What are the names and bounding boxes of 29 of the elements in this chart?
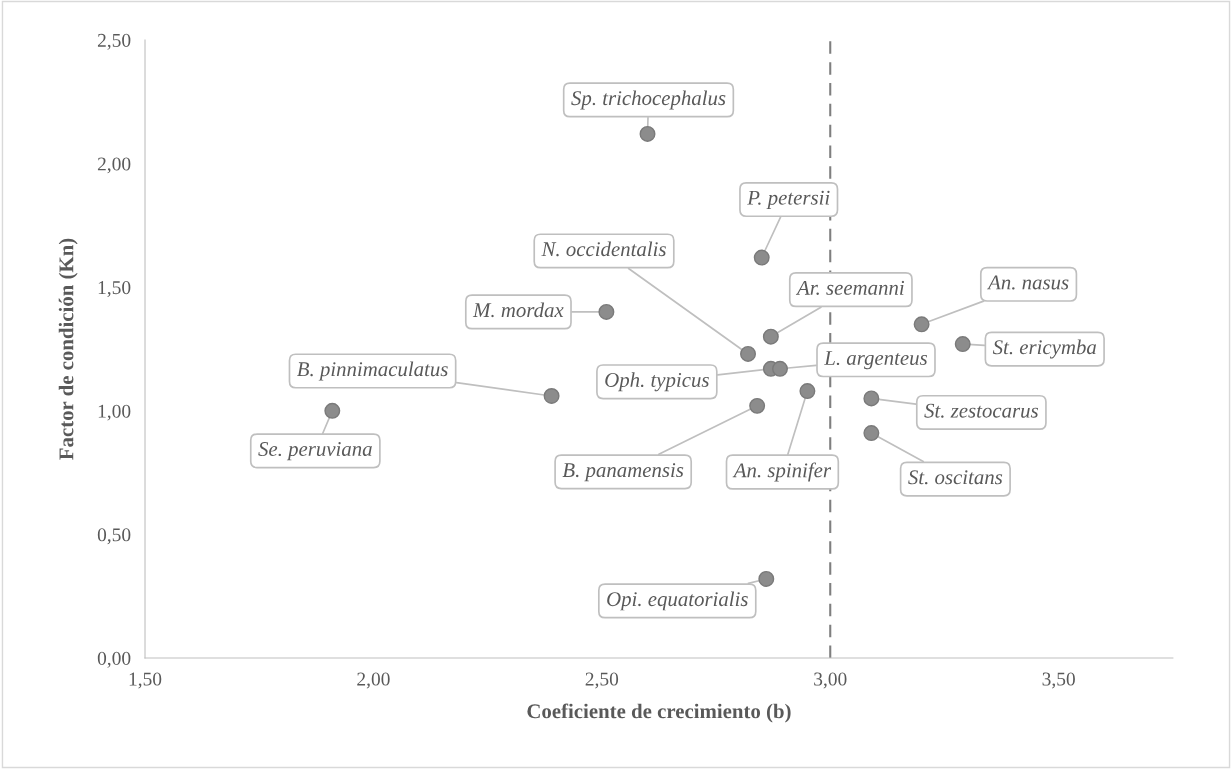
annotation: L. argenteus [824, 351, 928, 370]
annotation: Se. peruviana [258, 442, 372, 461]
annotation: N. occidentalis [541, 241, 666, 257]
annotation: An. spinifer [732, 462, 832, 482]
annotation: St. zestocarus [924, 403, 1039, 418]
annotation: M. mordax [472, 302, 564, 318]
y-tick-label: 0,50 [97, 528, 131, 545]
x-tick-label: 3,00 [814, 672, 847, 689]
y-tick-label: 1,50 [98, 281, 131, 297]
x-tick-label: 1,50 [129, 672, 162, 689]
annotation: Sp. trichocephalus [571, 90, 726, 110]
x-tick-label: 2,00 [357, 672, 390, 689]
annotation: An. nasus [986, 275, 1069, 290]
x-tick-label: 3,50 [1042, 672, 1075, 689]
annotation: B. panamensis [562, 463, 684, 482]
y-axis-title: Factor de condición (Kn) [58, 238, 78, 460]
annotation: Opi. equatorialis [607, 591, 748, 611]
annotation: St. ericymba [992, 339, 1097, 359]
y-tick-label: 1,00 [98, 404, 131, 421]
x-tick-label: 2,50 [585, 672, 619, 689]
annotation: St. oscitans [908, 470, 1003, 485]
annotation: Ar. seemanni [795, 280, 905, 295]
y-tick-label: 2,50 [97, 33, 131, 50]
y-tick-label: 2,00 [97, 157, 131, 174]
x-axis-title: Coeficiente de crecimiento (b) [527, 703, 791, 723]
annotation: Oph. typicus [605, 372, 709, 392]
y-tick-label: 0,00 [97, 651, 131, 668]
annotation: P. petersii [747, 190, 830, 209]
annotation: B. pinnimaculatus [296, 361, 448, 381]
